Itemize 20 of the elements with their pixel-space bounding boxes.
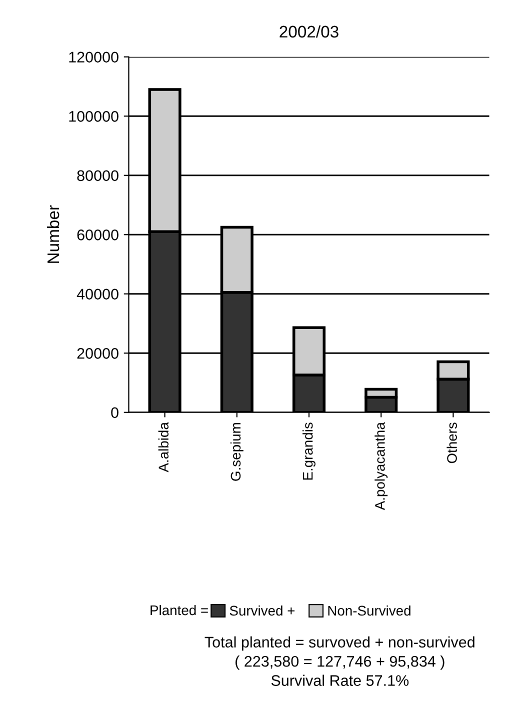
x-tick-label: E.grandis [302, 422, 316, 480]
x-tick-label: Others [446, 422, 457, 464]
x-tick-label: G.sepium [230, 423, 244, 481]
text: Survival Rate 57.1% [271, 674, 409, 686]
legend-label: Survived + [230, 605, 295, 616]
legend-label: Non-Survived [328, 605, 410, 616]
y-tick-label: 60000 [77, 230, 118, 240]
text: Total planted = survoved + non-survived [204, 636, 474, 651]
y-axis-title: Number [46, 205, 60, 263]
y-tick-label: 40000 [76, 288, 118, 300]
y-tick-label: 80000 [77, 170, 118, 182]
y-tick-label: 0 [111, 407, 118, 418]
text: ( 223,580 = 127,746 + 95,834 ) [236, 656, 444, 670]
legend-title: Planted = [150, 604, 208, 616]
y-tick-label: 20000 [77, 348, 118, 359]
chart-title: 2002/03 [280, 25, 338, 38]
y-tick-label: 100000 [69, 111, 118, 122]
y-tick-label: 120000 [69, 52, 118, 63]
x-tick-label: A.albida [158, 422, 169, 472]
x-tick-label: A.polyacantha [374, 422, 388, 510]
